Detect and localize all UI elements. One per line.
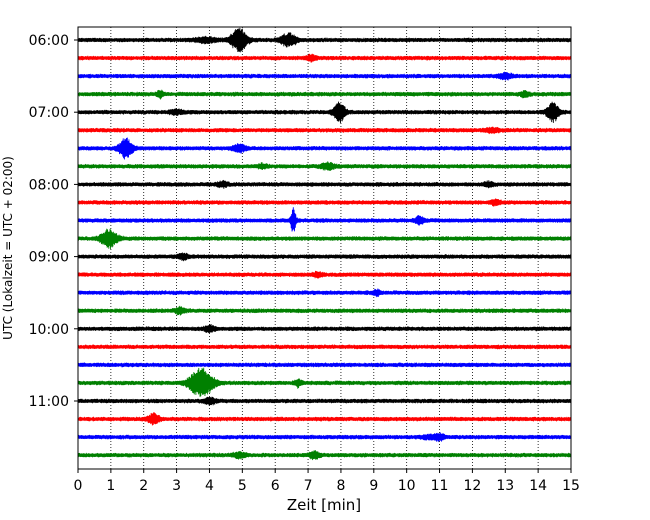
- trace-0600: [77, 27, 572, 53]
- trace-0715: [77, 126, 572, 135]
- x-tick-label: 11: [431, 478, 449, 494]
- trace-1145: [77, 450, 572, 461]
- x-tick-label: 12: [463, 478, 481, 494]
- y-tick-label: 09:00: [29, 250, 69, 266]
- x-tick-label: 10: [398, 478, 416, 494]
- trace-1015: [77, 344, 572, 350]
- trace-1045: [77, 367, 572, 397]
- trace-1000: [77, 323, 572, 334]
- y-tick-label: 07:00: [29, 105, 69, 121]
- trace-0830: [77, 207, 572, 232]
- y-tick-label: 08:00: [29, 177, 69, 193]
- x-axis-ticks: 0 1 2 3 4 5 6 7 8 9 10 11 12 13 14 15: [74, 469, 580, 494]
- x-tick-label: 8: [336, 478, 345, 494]
- trace-1030: [77, 362, 572, 368]
- trace-0815: [77, 198, 572, 207]
- x-axis-label: Zeit [min]: [287, 496, 361, 514]
- trace-0900: [77, 252, 572, 262]
- x-tick-label: 4: [205, 478, 214, 494]
- y-axis-label: UTC (Lokalzeit = UTC + 02:00): [1, 156, 15, 340]
- x-tick-label: 6: [271, 478, 280, 494]
- trace-0915: [77, 270, 572, 279]
- x-tick-label: 14: [529, 478, 547, 494]
- trace-0930: [77, 288, 572, 298]
- seismogram-traces: [77, 27, 572, 461]
- trace-1100: [77, 396, 572, 406]
- trace-0645: [77, 89, 572, 100]
- x-tick-label: 3: [172, 478, 181, 494]
- x-tick-label: 13: [496, 478, 514, 494]
- trace-0800: [77, 179, 572, 189]
- x-tick-label: 0: [74, 478, 83, 494]
- y-tick-label: 11:00: [29, 394, 69, 410]
- trace-0845: [77, 228, 572, 250]
- x-tick-label: 9: [369, 478, 378, 494]
- y-tick-label: 10:00: [29, 322, 69, 338]
- trace-0615: [77, 53, 572, 63]
- trace-0945: [77, 305, 572, 316]
- trace-1115: [77, 412, 572, 426]
- trace-0745: [77, 161, 572, 171]
- y-axis-ticks: 06:00 07:00 08:00 09:00 10:00 11:00: [29, 33, 78, 410]
- x-tick-label: 1: [106, 478, 115, 494]
- trace-0730: [77, 137, 572, 160]
- plot-frame: [77, 26, 572, 470]
- x-tick-label: 2: [139, 478, 148, 494]
- x-tick-label: 7: [304, 478, 313, 494]
- trace-1130: [77, 432, 572, 443]
- trace-0700: [77, 101, 572, 124]
- x-tick-label: 5: [238, 478, 247, 494]
- y-tick-label: 06:00: [29, 33, 69, 49]
- trace-0630: [77, 71, 572, 81]
- x-tick-label: 15: [562, 478, 580, 494]
